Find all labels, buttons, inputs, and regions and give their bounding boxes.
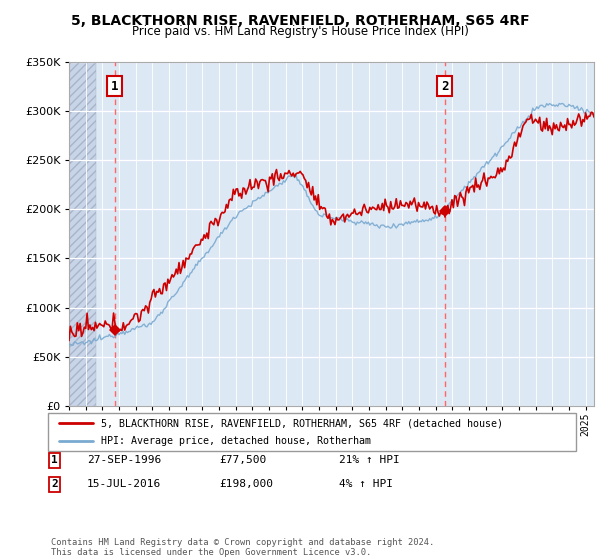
Text: 21% ↑ HPI: 21% ↑ HPI [339, 455, 400, 465]
Text: 15-JUL-2016: 15-JUL-2016 [87, 479, 161, 489]
Text: £198,000: £198,000 [219, 479, 273, 489]
Text: HPI: Average price, detached house, Rotherham: HPI: Average price, detached house, Roth… [101, 436, 371, 446]
Text: 5, BLACKTHORN RISE, RAVENFIELD, ROTHERHAM, S65 4RF (detached house): 5, BLACKTHORN RISE, RAVENFIELD, ROTHERHA… [101, 418, 503, 428]
Text: 27-SEP-1996: 27-SEP-1996 [87, 455, 161, 465]
Text: 1: 1 [111, 80, 118, 93]
Text: Contains HM Land Registry data © Crown copyright and database right 2024.
This d: Contains HM Land Registry data © Crown c… [51, 538, 434, 557]
FancyBboxPatch shape [48, 413, 576, 451]
Text: £77,500: £77,500 [219, 455, 266, 465]
Text: 2: 2 [51, 479, 58, 489]
Text: 2: 2 [441, 80, 448, 93]
Text: 5, BLACKTHORN RISE, RAVENFIELD, ROTHERHAM, S65 4RF: 5, BLACKTHORN RISE, RAVENFIELD, ROTHERHA… [71, 14, 529, 28]
Text: 4% ↑ HPI: 4% ↑ HPI [339, 479, 393, 489]
Text: Price paid vs. HM Land Registry's House Price Index (HPI): Price paid vs. HM Land Registry's House … [131, 25, 469, 38]
Text: 1: 1 [51, 455, 58, 465]
